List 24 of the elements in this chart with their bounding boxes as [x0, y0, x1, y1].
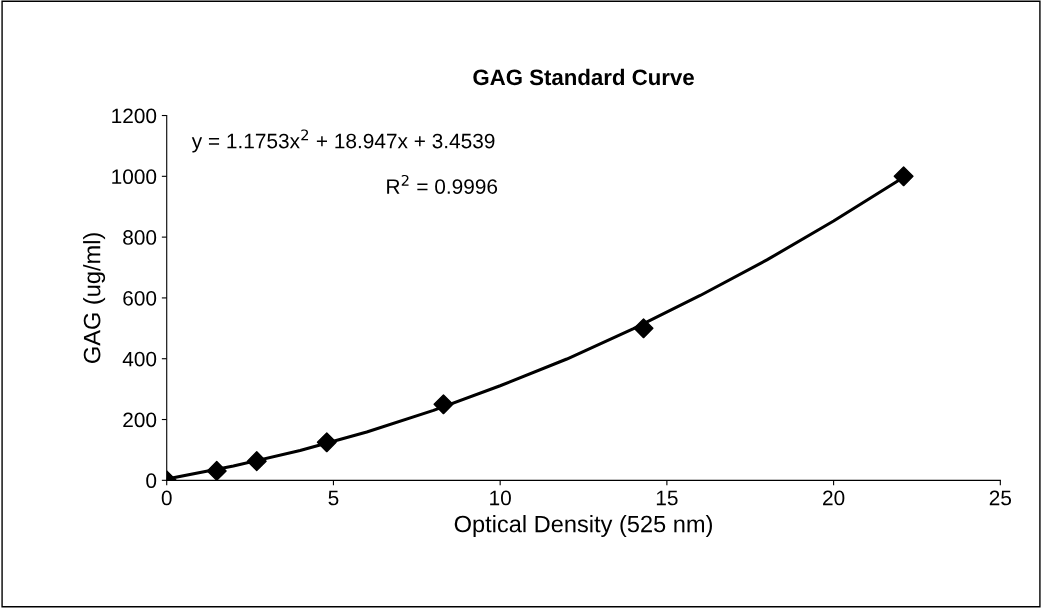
point — [316, 432, 337, 453]
annotation: y = 1.1753x$^{2}$ + 18.947x + 3.4539 — [191, 129, 495, 153]
x-tick-label: 10 — [490, 490, 511, 506]
y-tick-label: 400 — [122, 351, 157, 367]
annotation: R$^{2}$ = 0.9996 — [387, 174, 498, 194]
point — [433, 394, 454, 415]
y-axis-title: GAG (ug/ml) — [83, 233, 106, 363]
point — [246, 451, 267, 472]
chart-title: GAG Standard Curve — [473, 68, 694, 86]
point — [633, 318, 654, 339]
x-axis-title: Optical Density (525 nm) — [454, 515, 712, 538]
y-tick-label: 200 — [123, 412, 157, 428]
y-tick-label: 800 — [123, 230, 157, 245]
y-tick-label: 1000 — [112, 169, 157, 185]
x-tick-label: 15 — [656, 490, 678, 506]
point — [893, 166, 914, 187]
x-tick-label: 0 — [161, 490, 172, 506]
y-tick-label: 1200 — [112, 108, 157, 124]
x-tick-label: 25 — [989, 490, 1012, 506]
x-tick-label: 5 — [328, 490, 339, 506]
y-tick-label: 0 — [146, 473, 157, 489]
point — [206, 460, 227, 481]
y-tick-label: 600 — [123, 290, 157, 306]
x-tick-label: 20 — [823, 490, 845, 506]
